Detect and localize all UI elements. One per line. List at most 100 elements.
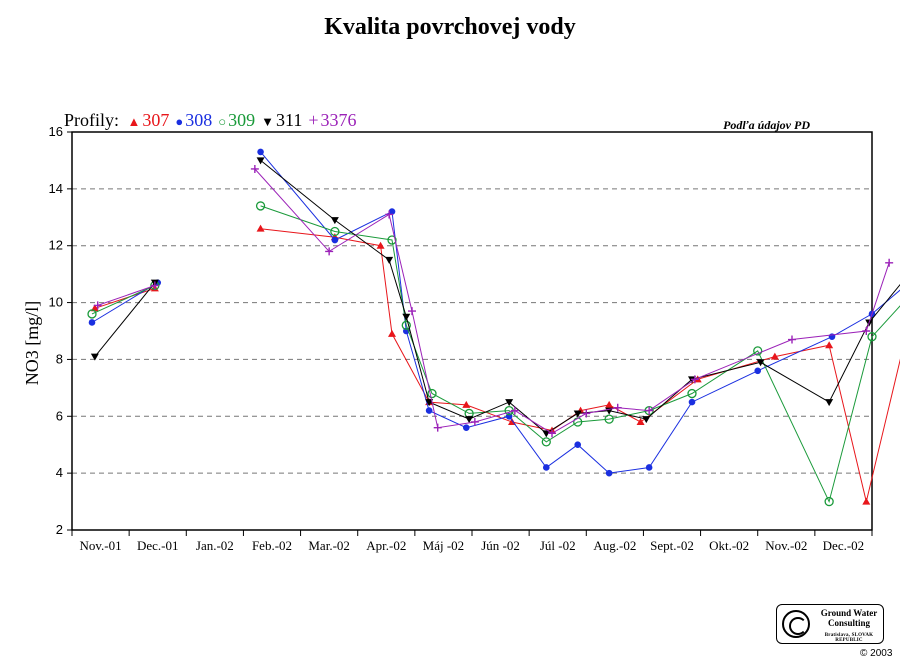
y-tick-label: 6: [56, 408, 63, 423]
legend-marker-icon: ▲: [127, 114, 141, 129]
series-line-311: [94, 282, 156, 357]
series-line-307: [94, 287, 156, 309]
legend-series-name: 309: [228, 110, 256, 130]
data-point: [325, 247, 334, 256]
data-point: [87, 309, 97, 319]
copyright: © 2003: [860, 648, 893, 659]
x-tick-label: Nov.-02: [765, 538, 807, 553]
data-point: [613, 403, 622, 412]
data-point: [376, 241, 385, 249]
data-point: [541, 437, 551, 447]
data-point: [542, 464, 550, 471]
plot-frame: [71, 131, 873, 531]
data-point: [388, 208, 396, 215]
data-point: [510, 406, 519, 415]
data-point: [687, 388, 697, 399]
x-tick-label: Dec.-02: [823, 538, 865, 553]
data-point: [250, 164, 259, 173]
data-point: [604, 414, 614, 424]
data-point: [862, 327, 871, 335]
data-point: [548, 429, 556, 438]
data-point: [770, 352, 779, 360]
data-point: [645, 464, 653, 471]
legend-items: ▲ 307 ● 308 ○ 309 ▼ 311 +3376: [128, 110, 363, 130]
legend-item-307: ▲ 307: [128, 110, 170, 130]
chart-title: Kvalita povrchovej vody: [324, 14, 576, 40]
data-point: [582, 409, 591, 418]
legend-marker-icon: +: [308, 110, 319, 130]
x-tick-label: Júl -02: [540, 538, 576, 553]
data-point: [642, 416, 651, 424]
source-note: Podľa údajov PD: [723, 118, 810, 132]
y-tick-label: 2: [56, 522, 63, 537]
legend-item-309: ○ 309: [218, 110, 255, 130]
data-point: [385, 210, 394, 219]
data-point: [330, 226, 340, 237]
data-point: [256, 224, 265, 232]
data-point: [88, 319, 96, 326]
y-tick-label: 12: [49, 238, 63, 253]
series-line-308: [260, 151, 900, 474]
legend-marker-icon: ●: [175, 114, 184, 129]
data-point: [388, 329, 396, 337]
legend-series-name: 3376: [320, 110, 357, 130]
x-tick-label: Aug.-02: [593, 538, 636, 553]
data-point: [330, 217, 339, 225]
data-point: [425, 399, 434, 407]
data-point: [574, 441, 582, 449]
data-point: [825, 341, 834, 349]
data-point: [867, 332, 877, 342]
x-tick-label: Okt.-02: [709, 538, 749, 553]
legend-item-308: ● 308: [175, 110, 212, 130]
data-point: [465, 416, 474, 424]
data-point: [255, 201, 266, 211]
logo-name: Ground Water Consulting: [820, 608, 878, 628]
data-point: [636, 417, 645, 425]
data-point: [753, 346, 763, 356]
company-logo: Ground Water Consulting Bratislava, SLOV…: [776, 604, 884, 644]
x-tick-label: Jún -02: [481, 538, 520, 553]
data-point: [256, 157, 265, 165]
series-line-309: [260, 205, 900, 504]
legend-item-311: ▼ 311: [261, 110, 302, 130]
data-point: [470, 417, 479, 426]
legend-series-name: 307: [142, 110, 170, 130]
data-point: [150, 281, 159, 290]
x-tick-label: Jan.-02: [196, 538, 234, 553]
data-point: [756, 359, 765, 367]
data-point: [573, 410, 582, 418]
legend: Profily: ▲ 307 ● 308 ○ 309 ▼ 311 +3376: [64, 110, 362, 131]
data-point: [387, 235, 397, 245]
data-point: [385, 256, 394, 264]
data-point: [505, 399, 514, 407]
data-point: [331, 236, 339, 244]
logo-subtext: Bratislava, SLOVAK REPUBLIC: [824, 633, 874, 643]
series-line-309: [91, 285, 156, 315]
y-tick-label: 14: [49, 181, 63, 196]
data-point: [690, 375, 699, 384]
y-tick-label: 16: [49, 124, 63, 139]
data-point: [402, 313, 411, 321]
x-tick-label: Máj -02: [423, 538, 465, 553]
data-point: [788, 335, 796, 344]
legend-series-name: 311: [275, 110, 303, 130]
data-point: [862, 497, 871, 505]
data-point: [401, 320, 411, 330]
y-tick-label: 10: [49, 295, 63, 310]
data-point: [408, 307, 416, 316]
y-tick-label: 8: [56, 351, 63, 366]
y-tick-label: 4: [56, 465, 63, 480]
data-point: [605, 400, 614, 408]
x-tick-label: Mar.-02: [308, 538, 350, 553]
legend-marker-icon: ▼: [261, 114, 274, 129]
legend-label: Profily:: [64, 110, 120, 130]
legend-marker-icon: ○: [218, 114, 227, 129]
data-point: [754, 367, 762, 375]
series-line-307: [260, 228, 900, 502]
x-tick-label: Nov.-01: [80, 538, 122, 553]
x-tick-label: Dec.-01: [137, 538, 179, 553]
data-point: [688, 398, 696, 406]
data-point: [462, 400, 471, 408]
data-point: [433, 423, 442, 432]
